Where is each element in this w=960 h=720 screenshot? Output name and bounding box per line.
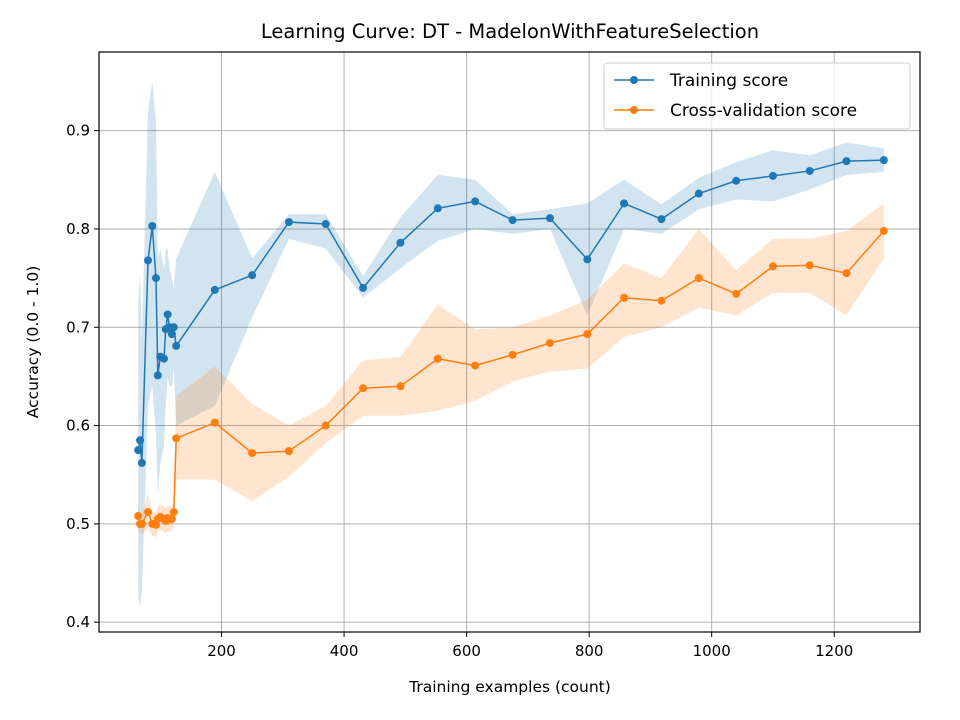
series-0-point bbox=[805, 166, 814, 175]
series-1-point bbox=[471, 361, 480, 370]
legend: Training score Cross-validation score bbox=[603, 62, 911, 130]
series-0-line bbox=[137, 159, 884, 463]
x-tick-label: 400 bbox=[330, 642, 359, 660]
series-1-point bbox=[210, 418, 219, 427]
series-1-point bbox=[879, 226, 888, 235]
series-1-point bbox=[583, 330, 592, 339]
legend-box bbox=[603, 62, 911, 130]
series-0-point bbox=[136, 436, 145, 445]
y-tick-label: 0.6 bbox=[66, 417, 90, 435]
series-1-point bbox=[144, 508, 153, 517]
y-tick-label: 0.7 bbox=[66, 318, 90, 336]
axes-frame bbox=[98, 51, 921, 633]
series-0-point bbox=[396, 238, 405, 247]
series-0-point bbox=[169, 323, 178, 332]
x-tick-label: 1000 bbox=[693, 642, 731, 660]
plot-area: 200 400 600 800 1000 1200 0.4 0.5 0.6 0.7 0.8 0.9 bbox=[66, 51, 921, 660]
series-0-point bbox=[768, 171, 777, 180]
series-0-point bbox=[842, 157, 851, 166]
x-tick-label: 600 bbox=[452, 642, 481, 660]
series-1-point bbox=[134, 512, 143, 520]
y-tick-label: 0.4 bbox=[66, 613, 90, 631]
series-0-point bbox=[134, 446, 143, 455]
series-1-point bbox=[657, 296, 666, 305]
series-0-point bbox=[163, 310, 172, 319]
legend-marker-0 bbox=[630, 76, 638, 84]
series-0-point bbox=[137, 458, 146, 467]
series-1-point bbox=[137, 519, 146, 528]
series-0-point bbox=[359, 283, 368, 292]
chart-title: Learning Curve: DT - MadelonWithFeatureS… bbox=[261, 20, 759, 43]
series-0-point bbox=[321, 220, 330, 229]
series-0-point bbox=[210, 285, 219, 294]
series-1-point bbox=[694, 274, 703, 283]
series-1-point bbox=[805, 261, 814, 270]
series-1-point bbox=[248, 449, 257, 458]
legend-label-0: Training score bbox=[669, 71, 788, 91]
series-0-point bbox=[148, 222, 157, 230]
series-1-point bbox=[359, 384, 368, 393]
series-1-point bbox=[545, 338, 554, 347]
y-tick-label: 0.8 bbox=[66, 220, 90, 238]
x-tick-label: 1200 bbox=[815, 642, 853, 660]
series-1-point bbox=[321, 421, 330, 430]
series-0-point bbox=[471, 197, 480, 206]
series-0-point bbox=[694, 189, 703, 198]
series-0-point bbox=[172, 341, 181, 350]
series-0-point bbox=[248, 271, 257, 280]
x-tick-label: 800 bbox=[575, 642, 604, 660]
series-0-point bbox=[879, 156, 888, 165]
y-tick-label: 0.9 bbox=[66, 122, 90, 140]
legend-marker-1 bbox=[630, 106, 638, 114]
series-0-point bbox=[433, 204, 442, 213]
series-1-point bbox=[167, 514, 176, 523]
series-0-point bbox=[508, 216, 517, 225]
x-tick-label: 200 bbox=[207, 642, 236, 660]
series-0-point bbox=[144, 256, 153, 265]
x-axis-label: Training examples (count) bbox=[408, 678, 611, 696]
series-1-point bbox=[172, 434, 181, 443]
series-0-point bbox=[153, 371, 162, 380]
series-1-point bbox=[768, 262, 777, 271]
series-0-point bbox=[151, 274, 160, 283]
series-1-point bbox=[284, 447, 293, 456]
y-axis-label: Accuracy (0.0 - 1.0) bbox=[24, 266, 42, 419]
series-1-point bbox=[396, 382, 405, 391]
series-1-point bbox=[508, 350, 517, 359]
series-1-point bbox=[169, 508, 178, 517]
series-0-point bbox=[159, 354, 168, 363]
series-0-point bbox=[620, 199, 629, 208]
series-1-point bbox=[842, 269, 851, 278]
series-0-point bbox=[583, 255, 592, 264]
series-1-point bbox=[620, 293, 629, 302]
legend-label-1: Cross-validation score bbox=[670, 101, 857, 121]
series-1-point bbox=[433, 354, 442, 363]
y-tick-label: 0.5 bbox=[66, 515, 90, 533]
series-0-point bbox=[732, 176, 741, 185]
series-1-band bbox=[138, 203, 884, 538]
series-0-point bbox=[657, 215, 666, 224]
series-0-point bbox=[284, 218, 293, 227]
series-0-point bbox=[167, 330, 176, 339]
series-0-point bbox=[545, 214, 554, 223]
series-1-point bbox=[732, 289, 741, 298]
